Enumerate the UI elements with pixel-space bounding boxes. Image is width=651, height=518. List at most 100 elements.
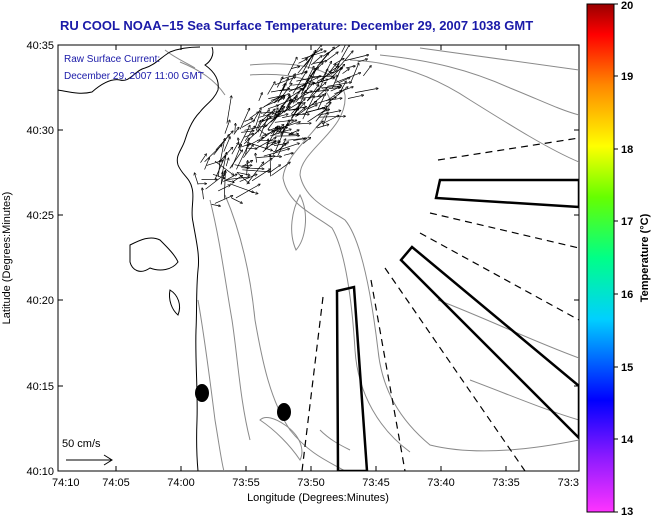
current-vector-arrow — [255, 154, 256, 163]
current-vector-arrow — [267, 82, 275, 95]
current-vector-arrow — [344, 55, 369, 61]
y-tick-label: 40:10 — [26, 466, 54, 478]
current-vector-arrow — [235, 184, 260, 199]
current-vector-arrow — [244, 126, 255, 142]
current-vector-arrow — [249, 190, 257, 194]
current-vector-arrow — [258, 93, 262, 102]
station-marker — [277, 403, 291, 421]
current-vector-arrow — [244, 118, 253, 122]
current-vector-arrow — [214, 196, 233, 204]
current-vector-arrow — [294, 103, 305, 114]
current-vector-arrow — [280, 83, 286, 94]
station-marker — [195, 384, 209, 402]
current-vector-arrow — [287, 57, 297, 76]
current-vector-arrow — [296, 123, 311, 124]
current-vector-arrow — [274, 144, 285, 146]
current-vector-arrow — [234, 164, 250, 168]
surface-current-vectors — [195, 45, 378, 206]
current-vector-arrow — [331, 66, 338, 72]
current-vector-arrow — [313, 78, 334, 85]
x-axis-label: Longitude (Degrees:Minutes) — [247, 492, 389, 504]
y-axis — [58, 44, 579, 387]
survey-polygons — [335, 178, 579, 471]
current-vector-arrow — [200, 154, 207, 163]
current-vector-arrow — [297, 53, 315, 74]
current-vector-arrow — [318, 111, 341, 116]
current-vector-arrow — [268, 94, 289, 99]
current-vector-arrow — [223, 137, 230, 152]
current-vector-arrow — [290, 92, 299, 103]
current-vector-arrow — [357, 59, 368, 63]
current-vector-arrow — [225, 180, 234, 182]
current-vector-arrow — [307, 105, 317, 110]
y-tick-label: 40:25 — [26, 210, 54, 222]
current-vector-arrow — [270, 125, 284, 135]
current-vector-arrow — [231, 145, 242, 168]
current-vector-arrow — [341, 45, 346, 53]
map-frame — [57, 44, 580, 472]
current-vector-arrow — [226, 177, 249, 181]
current-vector-arrow — [229, 150, 243, 169]
current-vector-arrow — [204, 158, 210, 170]
colorbar-tick-label: 13 — [621, 506, 633, 518]
current-vector-arrow — [224, 120, 230, 134]
current-vector-arrow — [214, 160, 234, 175]
current-vector-arrow — [316, 125, 329, 129]
current-vector-arrow — [260, 158, 272, 167]
current-vector-arrow — [220, 171, 225, 185]
current-vector-arrow — [274, 98, 296, 107]
current-vector-arrow — [220, 172, 223, 185]
current-vector-arrow — [345, 66, 355, 69]
current-vector-arrow — [239, 109, 249, 130]
x-axis — [115, 45, 507, 471]
current-vector-arrow — [322, 45, 341, 57]
current-vector-arrow — [262, 141, 276, 153]
current-vector-arrow — [273, 108, 278, 121]
current-vector-arrow — [259, 114, 269, 137]
current-vector-arrow — [292, 83, 314, 86]
current-vector-arrow — [271, 162, 290, 176]
current-vector-arrow — [284, 103, 299, 113]
current-vector-arrow — [293, 139, 304, 141]
current-vector-arrow — [218, 148, 232, 163]
scale-arrow-head — [103, 454, 113, 466]
current-vector-arrow — [202, 188, 204, 200]
colorbar-tick-label: 17 — [621, 216, 633, 228]
current-vector-arrow — [213, 135, 229, 156]
current-vector-arrow — [288, 84, 306, 92]
current-vector-arrow — [262, 97, 278, 109]
current-vector-arrow — [270, 89, 289, 93]
current-vector-arrow — [291, 102, 303, 119]
current-vector-arrow — [313, 61, 326, 64]
current-vector-arrow — [254, 111, 260, 128]
y-tick-label: 40:20 — [26, 295, 54, 307]
current-vector-arrow — [317, 88, 327, 98]
current-vector-arrow — [255, 116, 271, 135]
current-vector-arrow — [235, 124, 236, 133]
current-vector-arrow — [249, 112, 259, 119]
current-vector-arrow — [242, 169, 269, 172]
colorbar-label: Temperature (°C) — [639, 213, 651, 302]
scale-label: 50 cm/s — [62, 438, 101, 450]
current-vector-arrow — [211, 204, 221, 206]
current-vector-arrow — [277, 122, 301, 130]
current-vector-arrow — [236, 171, 250, 175]
y-axis-label: Latitude (Degrees:Minutes) — [1, 192, 13, 325]
current-vector-arrow — [275, 129, 284, 152]
current-vector-arrow — [223, 174, 236, 182]
current-vector-arrow — [321, 116, 339, 125]
current-vector-arrow — [225, 158, 228, 167]
current-vector-arrow — [285, 99, 291, 109]
y-tick-label: 40:30 — [26, 125, 54, 137]
current-vector-arrow — [269, 165, 280, 173]
current-vector-arrow — [302, 138, 310, 144]
x-tick-label: 73:55 — [232, 477, 260, 489]
current-vector-arrow — [245, 138, 250, 155]
current-vector-arrow — [310, 56, 322, 66]
current-vector-arrow — [315, 102, 331, 122]
colorbar-tick-label: 16 — [621, 289, 633, 301]
current-vector-arrow — [298, 59, 308, 64]
current-vector-arrow — [301, 106, 327, 115]
x-tick-label: 73:45 — [362, 477, 390, 489]
current-vector-arrow — [233, 128, 239, 135]
